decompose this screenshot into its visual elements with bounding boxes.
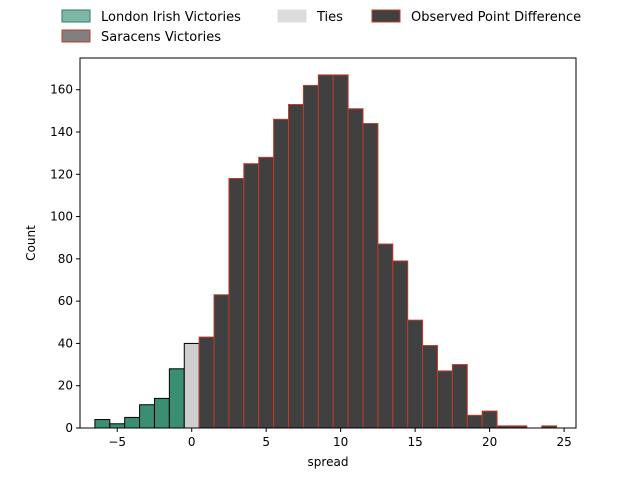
x-ticks-group: −5 0 5 10 15 20 25 bbox=[108, 428, 572, 449]
bar-saracens-victories-12 bbox=[377, 243, 394, 429]
y-tick-label: 40 bbox=[58, 336, 73, 350]
y-axis-label: Count bbox=[24, 225, 38, 261]
bar-saracens-victories-1 bbox=[213, 294, 230, 429]
x-tick-label: −5 bbox=[108, 435, 126, 449]
x-tick-label: 0 bbox=[188, 435, 196, 449]
bar-saracens-victories-7 bbox=[302, 84, 319, 429]
x-tick-label: 20 bbox=[482, 435, 497, 449]
bar-saracens-victories-6 bbox=[288, 104, 304, 429]
y-tick-label: 120 bbox=[50, 167, 73, 181]
axes-frame bbox=[79, 57, 577, 429]
bar-saracens-victories-0 bbox=[198, 336, 215, 429]
bar-saracens-victories-18 bbox=[466, 414, 483, 429]
y-tick-label: 60 bbox=[58, 294, 73, 308]
bar-saracens-victories-2 bbox=[228, 178, 245, 429]
bar-saracens-victories-15 bbox=[422, 345, 438, 429]
bar-saracens-victories-5 bbox=[273, 118, 290, 429]
bar-london-irish-victories-4 bbox=[153, 397, 170, 429]
legend-swatch bbox=[61, 9, 91, 23]
bar-saracens-victories-13 bbox=[392, 260, 409, 429]
bar-london-irish-victories-1 bbox=[109, 423, 126, 429]
bar-london-irish-victories-5 bbox=[168, 368, 185, 429]
x-tick-label: 25 bbox=[556, 435, 571, 449]
bar-ties-0 bbox=[183, 342, 200, 429]
bar-saracens-victories-9 bbox=[332, 74, 349, 429]
bar-saracens-victories-10 bbox=[347, 108, 364, 429]
bars-group bbox=[94, 74, 558, 429]
y-tick-label: 20 bbox=[58, 379, 73, 393]
legend-swatch bbox=[277, 9, 307, 23]
legend: London Irish Victories Ties Observed Point… bbox=[61, 9, 581, 45]
bar-saracens-victories-8 bbox=[317, 74, 334, 429]
legend-swatch bbox=[371, 9, 401, 23]
bar-london-irish-victories-2 bbox=[124, 416, 141, 429]
bar-saracens-victories-17 bbox=[451, 364, 468, 429]
legend-swatch bbox=[61, 29, 91, 43]
y-ticks-group: 0 20 40 60 80 100 120 140 160 bbox=[50, 83, 80, 435]
bar-london-irish-victories-3 bbox=[139, 404, 155, 429]
legend-label: Observed Point Difference bbox=[411, 10, 581, 25]
x-tick-label: 15 bbox=[407, 435, 422, 449]
y-tick-label: 80 bbox=[58, 252, 73, 266]
bar-saracens-victories-3 bbox=[243, 163, 260, 429]
x-axis-label: spread bbox=[308, 455, 349, 469]
bar-saracens-victories-14 bbox=[407, 319, 424, 429]
legend-label: Ties bbox=[316, 10, 343, 25]
bar-saracens-victories-4 bbox=[258, 156, 275, 429]
bar-saracens-victories-11 bbox=[362, 123, 379, 429]
legend-label: Saracens Victories bbox=[101, 30, 221, 45]
y-tick-label: 160 bbox=[50, 83, 73, 97]
y-tick-label: 140 bbox=[50, 125, 73, 139]
bar-saracens-victories-16 bbox=[436, 370, 453, 429]
x-tick-label: 5 bbox=[262, 435, 270, 449]
bar-london-irish-victories-0 bbox=[94, 419, 111, 429]
bar-saracens-victories-19 bbox=[481, 410, 498, 429]
legend-label: London Irish Victories bbox=[101, 10, 241, 25]
y-tick-label: 100 bbox=[50, 210, 73, 224]
y-tick-label: 0 bbox=[65, 421, 73, 435]
x-tick-label: 10 bbox=[333, 435, 348, 449]
